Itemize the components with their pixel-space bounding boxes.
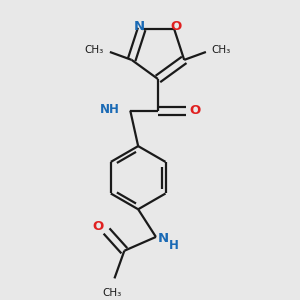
Text: N: N bbox=[158, 232, 169, 245]
Text: NH: NH bbox=[100, 103, 119, 116]
Text: O: O bbox=[92, 220, 103, 232]
Text: CH₃: CH₃ bbox=[103, 288, 122, 298]
Text: CH₃: CH₃ bbox=[85, 45, 104, 55]
Text: H: H bbox=[169, 239, 178, 252]
Text: O: O bbox=[170, 20, 182, 32]
Text: O: O bbox=[190, 104, 201, 117]
Text: CH₃: CH₃ bbox=[212, 45, 231, 55]
Text: N: N bbox=[134, 20, 145, 32]
